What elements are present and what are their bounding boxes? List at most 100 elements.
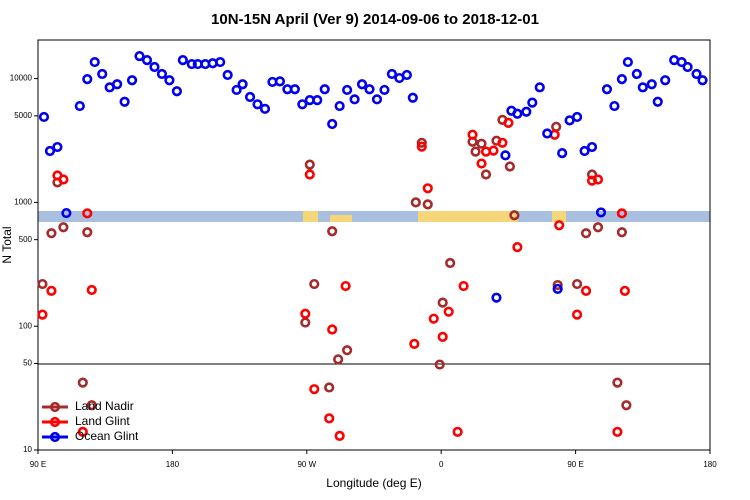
point (467, 129, 478, 140)
point (612, 377, 623, 388)
point (309, 384, 320, 395)
point (458, 280, 469, 292)
point (304, 169, 315, 180)
point (652, 96, 663, 107)
point (534, 82, 545, 93)
legend-label: Ocean Glint (75, 429, 139, 443)
point (134, 50, 145, 62)
land-band (418, 211, 518, 222)
point (476, 158, 487, 169)
point (682, 61, 693, 73)
point (141, 55, 153, 66)
land-band (330, 215, 352, 222)
point (571, 278, 583, 290)
point (386, 68, 398, 80)
x-tick-label: 90 E (30, 460, 46, 469)
legend-marker (49, 431, 61, 443)
point (437, 331, 448, 342)
point (616, 227, 627, 238)
point (622, 56, 633, 68)
point (231, 84, 242, 96)
point (619, 285, 630, 296)
point (259, 103, 271, 114)
x-tick-label: 90 E (567, 460, 583, 469)
ocean-band (38, 211, 710, 222)
point (697, 75, 708, 86)
point (149, 61, 160, 73)
point (586, 175, 598, 186)
point (443, 306, 454, 317)
point (646, 79, 657, 90)
point (77, 426, 88, 438)
point (512, 242, 523, 253)
point (601, 84, 613, 95)
point (327, 118, 338, 130)
point (112, 79, 123, 90)
point (274, 76, 286, 87)
point (609, 100, 620, 112)
point (244, 91, 256, 103)
point (491, 292, 502, 303)
point (289, 84, 300, 95)
point (379, 84, 390, 96)
point (319, 84, 330, 95)
point (333, 354, 344, 365)
y-tick-label: 5000 (14, 111, 32, 120)
point (297, 99, 308, 110)
point (82, 208, 93, 219)
point (580, 285, 592, 296)
point (592, 222, 604, 233)
point (409, 338, 420, 349)
point (38, 111, 50, 123)
point (480, 169, 492, 180)
point (46, 228, 57, 239)
land-band (552, 211, 566, 222)
point (571, 111, 583, 123)
point (500, 150, 511, 161)
point (554, 220, 565, 231)
point (97, 68, 108, 80)
point (422, 183, 433, 194)
point (37, 278, 48, 290)
legend-label: Land Nadir (75, 399, 134, 413)
x-tick-label: 90 W (297, 460, 316, 469)
y-tick-label: 10 (23, 445, 32, 454)
point (186, 58, 197, 70)
point (61, 207, 72, 219)
point (52, 141, 63, 153)
point (324, 382, 335, 393)
point (470, 146, 481, 157)
point (401, 69, 412, 81)
point (58, 222, 69, 233)
point (156, 68, 168, 80)
point (503, 117, 514, 128)
point (126, 75, 138, 86)
point (89, 56, 100, 68)
point (371, 94, 383, 105)
point (300, 308, 311, 319)
point (237, 79, 248, 90)
point (252, 99, 263, 110)
point (86, 284, 97, 296)
y-tick-label: 10000 (10, 74, 33, 83)
point (46, 285, 57, 296)
legend-marker (49, 416, 61, 428)
background-band (38, 211, 710, 222)
point (334, 100, 345, 112)
land-band (303, 211, 318, 222)
y-axis-label: N Total (0, 226, 14, 263)
point (437, 297, 448, 308)
point (488, 145, 499, 156)
point (660, 75, 671, 86)
point (592, 174, 604, 185)
point (612, 426, 623, 438)
point (509, 210, 520, 221)
point (410, 197, 421, 208)
point (595, 207, 607, 218)
point (434, 359, 445, 370)
point (327, 324, 338, 335)
point (82, 74, 93, 85)
point (586, 169, 598, 180)
point (171, 86, 182, 97)
